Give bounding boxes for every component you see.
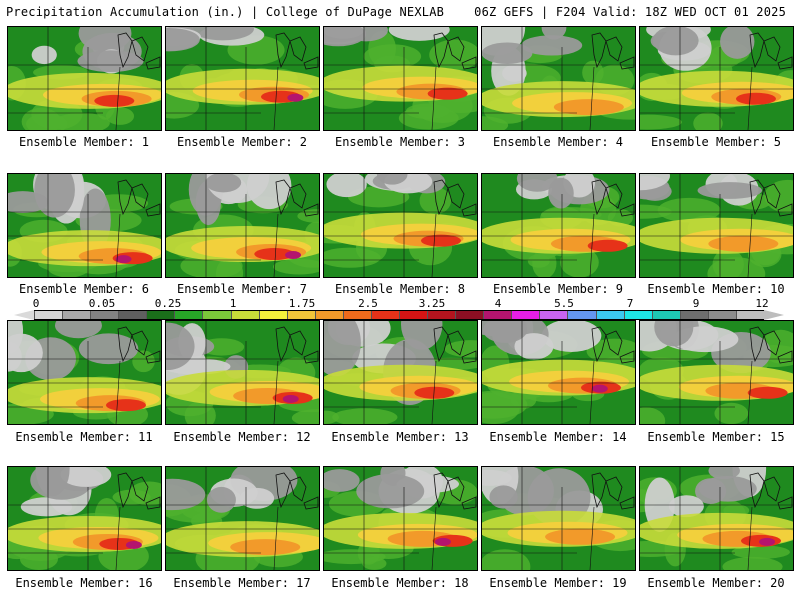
legend-swatch: [174, 311, 203, 319]
ensemble-member-label: Ensemble Member: 2: [176, 135, 308, 149]
legend-swatch: [286, 311, 315, 319]
legend-swatch: [202, 311, 231, 319]
ensemble-map-panel: [639, 173, 794, 278]
legend-swatch: [511, 311, 540, 319]
ensemble-map-panel: [165, 320, 320, 425]
ensemble-member-label: Ensemble Member: 6: [18, 282, 150, 296]
ensemble-map-panel: [639, 26, 794, 131]
legend-swatch: [623, 311, 652, 319]
ensemble-member-label: Ensemble Member: 19: [489, 576, 627, 590]
ensemble-map-panel: [481, 466, 636, 571]
ensemble-member-label: Ensemble Member: 4: [492, 135, 624, 149]
ensemble-member-label: Ensemble Member: 5: [650, 135, 782, 149]
ensemble-map-panel: [323, 320, 478, 425]
legend-swatch: [258, 311, 287, 319]
ensemble-member-label: Ensemble Member: 16: [15, 576, 153, 590]
legend-tick-label: 12: [755, 297, 769, 310]
ensemble-member-label: Ensemble Member: 13: [331, 430, 469, 444]
ensemble-map-panel: [7, 466, 162, 571]
ensemble-map-panel: [165, 466, 320, 571]
ensemble-member-label: Ensemble Member: 17: [173, 576, 311, 590]
legend-swatch: [735, 311, 765, 319]
legend-swatch: [707, 311, 736, 319]
legend-left-arrow: [14, 310, 34, 320]
ensemble-map-panel: [7, 173, 162, 278]
model-run-info: 06Z GEFS | F204 Valid: 18Z WED OCT 01 20…: [474, 5, 786, 19]
ensemble-map-panel: [323, 173, 478, 278]
ensemble-map-panel: [7, 320, 162, 425]
ensemble-map-panel: [165, 26, 320, 131]
ensemble-member-label: Ensemble Member: 11: [15, 430, 153, 444]
legend-tick-label: 1: [229, 297, 237, 310]
legend-tick-label: 0.25: [154, 297, 182, 310]
ensemble-map-panel: [481, 173, 636, 278]
legend-swatch: [595, 311, 624, 319]
legend-swatch: [539, 311, 568, 319]
legend-swatch: [146, 311, 175, 319]
color-scale-legend: 0 0.05 0.25 1 1.75 2.5 3.25 4 5.5 7 9 12: [0, 296, 800, 322]
legend-swatch: [399, 311, 428, 319]
legend-tick-label: 2.5: [358, 297, 378, 310]
legend-tick-label: 5.5: [554, 297, 574, 310]
ensemble-member-label: Ensemble Member: 9: [492, 282, 624, 296]
legend-swatch: [483, 311, 512, 319]
ensemble-map-panel: [165, 173, 320, 278]
page-title: Precipitation Accumulation (in.) | Colle…: [6, 5, 445, 19]
legend-tick-label: 4: [494, 297, 502, 310]
ensemble-map-panel: [639, 466, 794, 571]
legend-tick-label: 7: [626, 297, 634, 310]
ensemble-member-label: Ensemble Member: 8: [334, 282, 466, 296]
ensemble-member-label: Ensemble Member: 12: [173, 430, 311, 444]
ensemble-member-label: Ensemble Member: 20: [647, 576, 785, 590]
legend-swatch: [314, 311, 343, 319]
legend-swatch: [90, 311, 119, 319]
legend-tick-label: 0.05: [88, 297, 116, 310]
legend-right-arrow: [764, 310, 784, 320]
legend-swatch: [62, 311, 91, 319]
ensemble-member-label: Ensemble Member: 14: [489, 430, 627, 444]
legend-tick-label: 3.25: [418, 297, 446, 310]
legend-tick-label: 9: [692, 297, 700, 310]
ensemble-map-panel: [7, 26, 162, 131]
legend-tick-label: 1.75: [288, 297, 316, 310]
legend-swatch: [679, 311, 708, 319]
legend-swatch: [651, 311, 680, 319]
ensemble-map-panel: [481, 26, 636, 131]
legend-swatch: [455, 311, 484, 319]
ensemble-map-panel: [323, 26, 478, 131]
ensemble-member-label: Ensemble Member: 18: [331, 576, 469, 590]
legend-swatch: [427, 311, 456, 319]
ensemble-member-label: Ensemble Member: 1: [18, 135, 150, 149]
legend-swatch: [342, 311, 371, 319]
ensemble-member-label: Ensemble Member: 7: [176, 282, 308, 296]
ensemble-map-panel: [323, 466, 478, 571]
legend-color-bar: [34, 310, 765, 320]
legend-swatch: [370, 311, 400, 319]
legend-swatch: [567, 311, 596, 319]
ensemble-member-label: Ensemble Member: 15: [647, 430, 785, 444]
legend-swatch: [34, 311, 63, 319]
ensemble-map-panel: [639, 320, 794, 425]
ensemble-map-panel: [481, 320, 636, 425]
legend-swatch: [230, 311, 259, 319]
legend-swatch: [118, 311, 147, 319]
ensemble-member-label: Ensemble Member: 10: [647, 282, 785, 296]
legend-tick-label: 0: [32, 297, 40, 310]
ensemble-member-label: Ensemble Member: 3: [334, 135, 466, 149]
